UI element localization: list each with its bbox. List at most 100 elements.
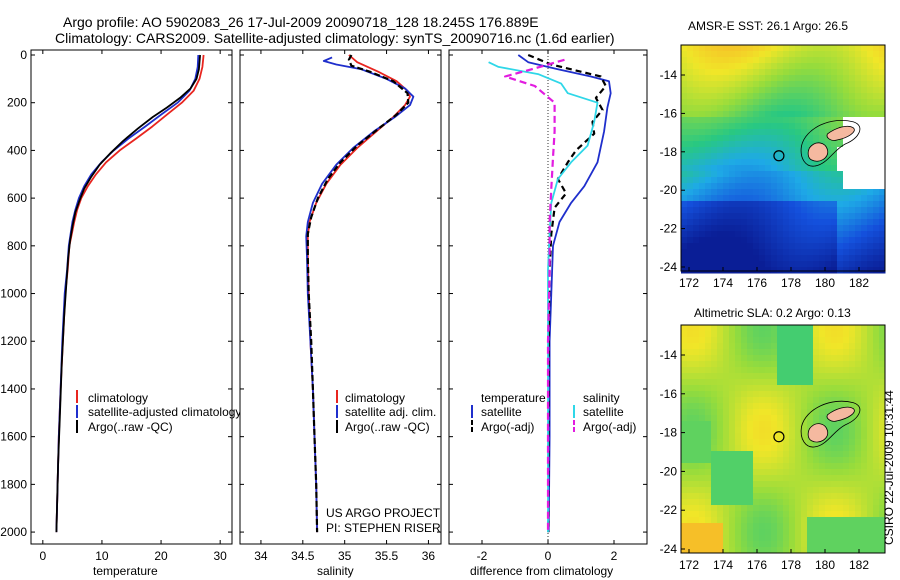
map-cell — [849, 189, 856, 196]
map-cell — [861, 69, 868, 76]
map-cell — [741, 523, 748, 530]
map-cell — [861, 535, 868, 542]
map-cell — [831, 213, 838, 220]
salinity-xlabel: salinity — [317, 564, 354, 578]
map-cell — [741, 75, 748, 82]
map-cell — [765, 63, 772, 70]
map-cell — [843, 207, 850, 214]
map-cell — [819, 81, 826, 88]
map-cell — [771, 57, 778, 64]
map-cell — [765, 75, 772, 82]
map-cell — [711, 391, 718, 398]
map-cell — [831, 63, 838, 70]
map-cell — [753, 499, 760, 506]
map-cell — [807, 141, 814, 148]
map-cell — [819, 391, 826, 398]
map-cell — [849, 87, 856, 94]
map-cell — [783, 523, 790, 530]
legend-label-argo: Argo(..raw -QC) — [88, 420, 173, 434]
map-cell — [747, 159, 754, 166]
map-cell — [705, 403, 712, 410]
map-cell — [753, 463, 760, 470]
map-cell — [843, 177, 850, 184]
map-cell — [813, 361, 820, 368]
map-cell — [759, 69, 766, 76]
map-cell — [747, 337, 754, 344]
map-cell — [819, 373, 826, 380]
map-cell — [753, 385, 760, 392]
map-cell — [777, 331, 784, 338]
map-cell — [771, 451, 778, 458]
map-cell — [849, 367, 856, 374]
map-cell — [723, 469, 730, 476]
map-cell — [837, 499, 844, 506]
depth-tick-label: 0 — [20, 48, 27, 62]
map-cell — [723, 231, 730, 238]
map-cell — [789, 439, 796, 446]
map-cell — [699, 207, 706, 214]
map-cell — [831, 171, 838, 178]
map-cell — [777, 219, 784, 226]
map-cell — [789, 457, 796, 464]
map-cell — [777, 207, 784, 214]
map-cell — [843, 541, 850, 548]
map-cell — [687, 57, 694, 64]
map-cell — [837, 469, 844, 476]
map-cell — [693, 421, 700, 428]
map-cell — [723, 493, 730, 500]
map-cell — [813, 267, 820, 274]
map-cell — [843, 445, 850, 452]
map-cell — [681, 409, 688, 416]
map-cell — [735, 105, 742, 112]
map-cell — [711, 475, 718, 482]
map-cell — [819, 367, 826, 374]
map-cell — [723, 141, 730, 148]
map-cell — [843, 189, 850, 196]
map-cell — [729, 499, 736, 506]
map-cell — [867, 337, 874, 344]
map-cell — [831, 75, 838, 82]
map-cell — [693, 457, 700, 464]
map-cell — [711, 141, 718, 148]
map-cell — [825, 207, 832, 214]
map-cell — [819, 189, 826, 196]
legend-header-temperature: temperature — [481, 391, 546, 405]
map-cell — [783, 337, 790, 344]
map-cell — [717, 201, 724, 208]
map-cell — [681, 379, 688, 386]
map-cell — [777, 225, 784, 232]
map-cell — [837, 343, 844, 350]
map-cell — [771, 331, 778, 338]
map-cell — [849, 343, 856, 350]
legend-label-satellite-adjusted: satellite-adjusted climatology — [88, 405, 241, 419]
map-cell — [873, 439, 880, 446]
map-cell — [687, 379, 694, 386]
map-cell — [783, 505, 790, 512]
map-cell — [795, 99, 802, 106]
map-cell — [819, 93, 826, 100]
map-cell — [723, 243, 730, 250]
map-cell — [717, 385, 724, 392]
map-cell — [681, 69, 688, 76]
map-cell — [795, 325, 802, 332]
map-cell — [789, 451, 796, 458]
map-cell — [831, 267, 838, 274]
map-cell — [855, 213, 862, 220]
map-cell — [753, 505, 760, 512]
map-cell — [753, 541, 760, 548]
map-cell — [819, 171, 826, 178]
map-cell — [729, 433, 736, 440]
map-cell — [765, 225, 772, 232]
map-cell — [735, 445, 742, 452]
map-cell — [729, 219, 736, 226]
map-cell — [879, 105, 886, 112]
map-cell — [783, 165, 790, 172]
map-cell — [873, 219, 880, 226]
map-cell — [699, 225, 706, 232]
map-cell — [759, 511, 766, 518]
map-cell — [771, 541, 778, 548]
map-cell — [795, 385, 802, 392]
map-cell — [747, 385, 754, 392]
map-cell — [795, 183, 802, 190]
